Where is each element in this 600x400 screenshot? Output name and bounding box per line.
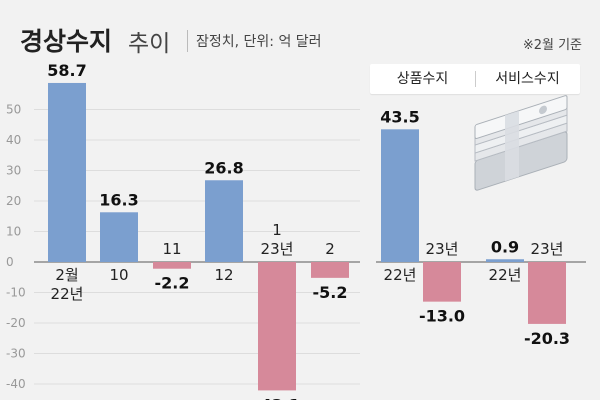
services-balance-value-label: -20.3 <box>524 329 570 348</box>
chart-title: 경상수지 <box>20 27 113 56</box>
y-tick-label: 30 <box>6 164 21 178</box>
current-account-value-label: -5.2 <box>313 283 348 302</box>
current-account-bar <box>258 262 296 391</box>
tab-services-balance: 서비스수지 <box>495 71 560 87</box>
services-balance-category-label: 23년 <box>531 240 564 258</box>
goods-balance-value-label: -13.0 <box>419 307 465 326</box>
current-account-category-label: 11 <box>162 240 181 258</box>
y-tick-label: -20 <box>6 316 26 330</box>
current-account-category-label: 22년 <box>51 285 84 303</box>
goods-balance-category-label: 23년 <box>426 240 459 258</box>
tab-divider <box>475 71 476 87</box>
current-account-category-label: 1 <box>272 221 282 239</box>
current-account-category-label: 2 <box>325 240 335 258</box>
current-account-bar <box>205 180 243 262</box>
goods-balance-bar <box>423 262 461 302</box>
sub-chart-tabs: 상품수지 서비스수지 <box>370 64 580 94</box>
current-account-value-label: 26.8 <box>204 158 243 177</box>
services-balance-value-label: 0.9 <box>491 237 519 256</box>
y-tick-label: 40 <box>6 133 21 147</box>
unit-note: 잠정치, 단위: 억 달러 <box>196 34 322 50</box>
current-account-bar <box>100 212 138 262</box>
y-tick-label: -10 <box>6 286 26 300</box>
chart-title-suffix: 추이 <box>128 31 171 57</box>
current-account-bar <box>48 82 86 262</box>
goods-balance-value-label: 43.5 <box>380 107 419 126</box>
reference-footnote: ※2월 기준 <box>522 38 582 53</box>
current-account-value-label: 58.7 <box>47 61 86 80</box>
tab-goods-balance: 상품수지 <box>396 71 449 87</box>
y-tick-label: -40 <box>6 377 26 391</box>
y-tick-label: -30 <box>6 347 26 361</box>
goods-balance-category-label: 22년 <box>384 266 417 284</box>
y-tick-label: 0 <box>6 255 14 269</box>
current-account-value-label: -2.2 <box>155 274 190 293</box>
y-tick-label: 50 <box>6 103 21 117</box>
current-account-bar <box>153 262 191 269</box>
y-tick-label: 10 <box>6 225 21 239</box>
current-account-category-label: 2월 <box>55 266 78 284</box>
current-account-category-label: 23년 <box>261 240 294 258</box>
services-balance-bar <box>486 259 524 262</box>
current-account-category-label: 12 <box>214 266 233 284</box>
current-account-value-label: 16.3 <box>99 190 138 209</box>
current-account-category-label: 10 <box>109 266 128 284</box>
current-account-value-label: -42.1 <box>254 395 300 400</box>
services-balance-bar <box>528 262 566 324</box>
goods-balance-bar <box>381 129 419 262</box>
money-stack-icon <box>474 95 568 191</box>
current-account-bar <box>311 262 349 278</box>
title-divider <box>187 30 188 52</box>
services-balance-category-label: 22년 <box>489 266 522 284</box>
y-tick-label: 20 <box>6 194 21 208</box>
